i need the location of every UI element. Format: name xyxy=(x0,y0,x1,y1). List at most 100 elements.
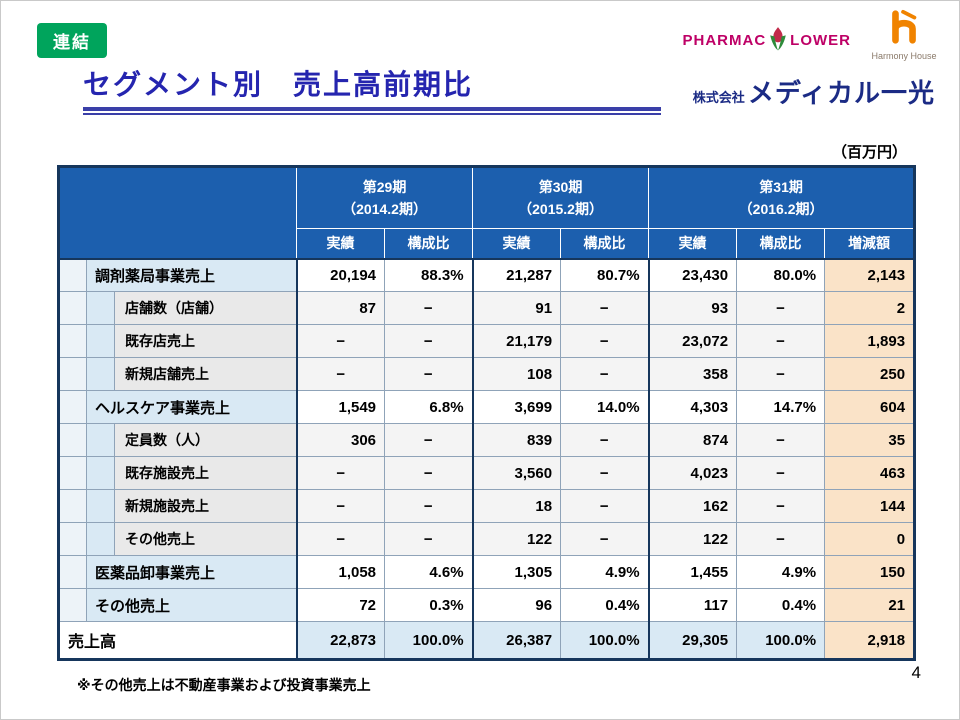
value-cell: 0 xyxy=(824,522,916,556)
value-cell: 1,058 xyxy=(295,555,386,589)
table-row: 調剤薬局事業売上 20,194 88.3% 21,287 80.7% 23,430 80.0… xyxy=(58,258,916,292)
indent-strip xyxy=(58,489,87,523)
value-cell: 604 xyxy=(824,390,916,424)
value-cell: − xyxy=(384,522,474,556)
value-cell: − xyxy=(560,357,650,391)
value-cell: − xyxy=(560,456,650,490)
value-cell: 1,549 xyxy=(295,390,386,424)
header-ratio-29: 構成比 xyxy=(384,228,474,260)
page-title: セグメント別 売上高前期比 xyxy=(83,69,474,100)
footnote: ※その他売上は不動産事業および投資事業売上 xyxy=(77,677,371,693)
value-cell: 117 xyxy=(647,588,738,622)
row-label: 店舗数（店舗） xyxy=(113,291,298,325)
value-cell: 839 xyxy=(471,423,562,457)
table-row: 新規店舗売上 − −108−358−250 xyxy=(58,357,916,391)
value-cell: 144 xyxy=(824,489,916,523)
value-cell: 4.9% xyxy=(736,555,826,589)
row-label: 売上高 xyxy=(57,621,298,660)
value-cell: 2 xyxy=(824,291,916,325)
value-cell: 122 xyxy=(471,522,562,556)
table-row: その他売上 72 0.3% 96 0.4% 117 0.4% 21 xyxy=(58,588,916,622)
corner-cell xyxy=(57,166,298,260)
pharmacy-logo-text-right: LOWER xyxy=(790,31,851,49)
value-cell: − xyxy=(295,324,386,358)
value-cell: 21 xyxy=(824,588,916,622)
indent-strip xyxy=(58,357,87,391)
consolidated-badge: 連結 xyxy=(37,23,107,58)
value-cell: 26,387 xyxy=(471,621,562,660)
row-label: 定員数（人） xyxy=(113,423,298,457)
value-cell: 23,072 xyxy=(647,324,738,358)
table-row: 医薬品卸事業売上 1,058 4.6% 1,305 4.9% 1,455 4.9% 150 xyxy=(58,555,916,589)
row-label: 新規店舗売上 xyxy=(113,357,298,391)
segment-sales-table: 第29期 （2014.2期） 第30期 （2015.2期） 第31期 （2016… xyxy=(57,165,917,661)
value-cell: 108 xyxy=(471,357,562,391)
indent-strip xyxy=(86,423,115,457)
unit-label: （百万円） xyxy=(831,144,907,161)
company-brand-name: メディカル一光 xyxy=(747,78,935,108)
row-label: 調剤薬局事業売上 xyxy=(85,258,298,292)
table-row: 店舗数（店舗） 87−91−93−2 xyxy=(58,291,916,325)
table-row: ヘルスケア事業売上 1,549 6.8% 3,699 14.0% 4,303 14.7% 60… xyxy=(58,390,916,424)
value-cell: 20,194 xyxy=(295,258,386,292)
harmony-house-logo: Harmony House xyxy=(871,9,937,61)
indent-strip xyxy=(58,588,87,622)
value-cell: − xyxy=(560,489,650,523)
pharmacy-flower-logo: PHARMAC LOWER xyxy=(683,25,852,55)
pharmacy-logo-text-left: PHARMAC xyxy=(682,31,767,49)
table-row: 既存施設売上 − −3,560−4,023−463 xyxy=(58,456,916,490)
value-cell: 14.7% xyxy=(736,390,826,424)
value-cell: − xyxy=(736,324,826,358)
row-label: 新規施設売上 xyxy=(113,489,298,523)
table-row: その他売上 − −122−122−0 xyxy=(58,522,916,556)
value-cell: 21,287 xyxy=(471,258,562,292)
indent-strip xyxy=(58,423,87,457)
period-header-31: 第31期 （2016.2期） xyxy=(648,166,916,229)
value-cell: 18 xyxy=(471,489,562,523)
value-cell: 72 xyxy=(295,588,386,622)
value-cell: 358 xyxy=(647,357,738,391)
value-cell: − xyxy=(736,291,826,325)
value-cell: − xyxy=(295,489,386,523)
tulip-flower-icon xyxy=(770,27,786,51)
value-cell: 250 xyxy=(824,357,916,391)
header-actual-30: 実績 xyxy=(472,228,562,260)
company-prefix: 株式会社 xyxy=(692,90,745,105)
indent-strip xyxy=(86,291,115,325)
indent-strip xyxy=(86,489,115,523)
value-cell: 80.7% xyxy=(560,258,650,292)
value-cell: − xyxy=(295,522,386,556)
value-cell: − xyxy=(295,357,386,391)
measure-header-row: 実績 構成比 実績 構成比 実績 構成比 増減額 xyxy=(59,228,916,260)
table-row: 定員数（人） 306−839−874−35 xyxy=(58,423,916,457)
value-cell: 4,303 xyxy=(647,390,738,424)
value-cell: 93 xyxy=(647,291,738,325)
table-row: 既存店売上 − −21,179−23,072−1,893 xyxy=(58,324,916,358)
table-row: 新規施設売上 − −18−162−144 xyxy=(58,489,916,523)
indent-strip xyxy=(58,258,87,292)
period-header-row: 第29期 （2014.2期） 第30期 （2015.2期） 第31期 （2016… xyxy=(57,166,916,260)
page-number: 4 xyxy=(911,663,921,682)
value-cell: 88.3% xyxy=(384,258,474,292)
value-cell: − xyxy=(736,489,826,523)
value-cell: 100.0% xyxy=(384,621,474,660)
value-cell: 96 xyxy=(471,588,562,622)
header-actual-31: 実績 xyxy=(648,228,738,260)
title-underline xyxy=(83,107,661,115)
indent-strip xyxy=(58,390,87,424)
value-cell: 0.4% xyxy=(560,588,650,622)
value-cell: 21,179 xyxy=(471,324,562,358)
indent-strip xyxy=(86,324,115,358)
value-cell: − xyxy=(736,423,826,457)
header-ratio-31: 構成比 xyxy=(736,228,826,260)
value-cell: 87 xyxy=(295,291,386,325)
table-body: 調剤薬局事業売上 20,194 88.3% 21,287 80.7% 23,430 80.0… xyxy=(57,258,916,660)
value-cell: 14.0% xyxy=(560,390,650,424)
value-cell: 91 xyxy=(471,291,562,325)
period-header-30: 第30期 （2015.2期） xyxy=(472,166,650,229)
value-cell: − xyxy=(560,291,650,325)
value-cell: − xyxy=(384,423,474,457)
value-cell: − xyxy=(295,456,386,490)
value-cell: 80.0% xyxy=(736,258,826,292)
